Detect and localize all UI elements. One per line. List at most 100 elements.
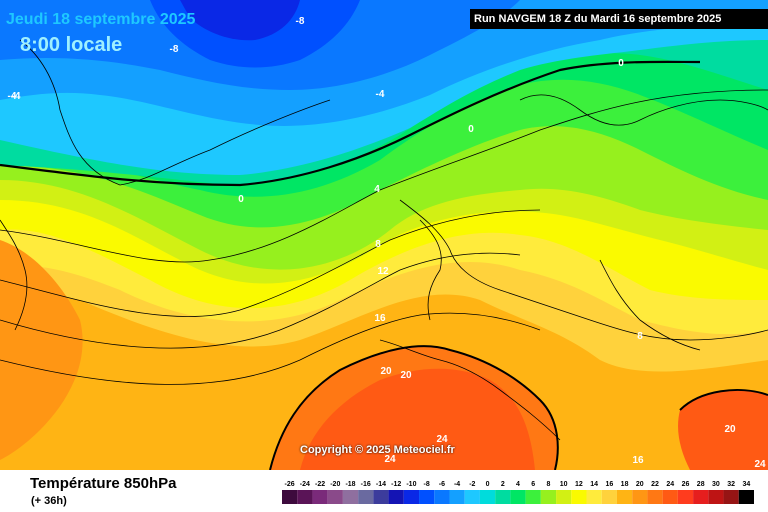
scale-swatch bbox=[282, 490, 298, 504]
band-m8 bbox=[180, 0, 300, 41]
scale-swatch bbox=[449, 490, 465, 504]
scale-swatch bbox=[373, 490, 389, 504]
scale-tick-label: 16 bbox=[605, 481, 613, 488]
color-scale: -26 -24 -22 -20 -18 -16 -14 -12 -10 -8 -6 -4 -2 0 2 4 6 8… bbox=[282, 481, 754, 504]
isotherm-label: -4 bbox=[12, 91, 21, 102]
isotherm-label: 20 bbox=[400, 370, 412, 381]
copyright-notice: Copyright © 2025 Meteociel.fr bbox=[300, 444, 455, 456]
isotherm-label: 8 bbox=[637, 331, 643, 342]
scale-tick-label: 22 bbox=[651, 481, 659, 488]
lead-time: (+ 36h) bbox=[31, 495, 67, 507]
scale-tick-label: 18 bbox=[621, 481, 629, 488]
scale-swatch bbox=[723, 490, 739, 504]
scale-swatch bbox=[571, 490, 587, 504]
scale-swatch bbox=[297, 490, 313, 504]
isotherm-0 bbox=[0, 60, 701, 187]
legend-footer: Température 850hPa (+ 36h) -26 -24 -22 -20-… bbox=[0, 470, 768, 512]
isotherm-label: -8 bbox=[170, 44, 179, 55]
scale-swatch bbox=[586, 490, 602, 504]
scale-tick-label: 28 bbox=[697, 481, 705, 488]
band-24-east bbox=[678, 390, 768, 470]
isotherm-label: -4 bbox=[8, 91, 17, 102]
scale-swatch bbox=[647, 490, 663, 504]
scale-tick-label: -8 bbox=[424, 481, 430, 488]
scale-tick-label: -12 bbox=[391, 481, 401, 488]
scale-tick-label: 26 bbox=[682, 481, 690, 488]
scale-tick-label: 34 bbox=[742, 481, 750, 488]
scale-swatch bbox=[510, 490, 526, 504]
isotherm-20-east bbox=[679, 389, 768, 411]
band-24 bbox=[300, 368, 535, 470]
scale-tick-label: 24 bbox=[666, 481, 674, 488]
scale-tick-label: -16 bbox=[361, 481, 371, 488]
scale-tick-label: 14 bbox=[590, 481, 598, 488]
scale-tick-label: -14 bbox=[376, 481, 386, 488]
scale-tick-label: 12 bbox=[575, 481, 583, 488]
scale-swatch bbox=[693, 490, 709, 504]
isotherm-label: -8 bbox=[296, 16, 305, 27]
scale-swatch bbox=[388, 490, 404, 504]
scale-swatch bbox=[540, 490, 557, 504]
scale-tick-label: -18 bbox=[345, 481, 355, 488]
forecast-time: 8:00 locale bbox=[20, 34, 123, 56]
scale-swatch bbox=[312, 490, 328, 504]
scale-swatch bbox=[632, 490, 648, 504]
isotherm-label: 12 bbox=[377, 266, 389, 277]
isotherm-20 bbox=[269, 345, 559, 470]
scale-swatch bbox=[342, 490, 359, 504]
scale-swatch bbox=[601, 490, 617, 504]
coastlines bbox=[0, 39, 768, 441]
isotherms bbox=[0, 60, 768, 470]
scale-swatch bbox=[419, 490, 435, 504]
scale-tick-label: -26 bbox=[285, 481, 295, 488]
scale-tick-label: 32 bbox=[727, 481, 735, 488]
scale-tick-label: 20 bbox=[636, 481, 644, 488]
scale-tick-label: -6 bbox=[439, 481, 445, 488]
scale-tick-label: 4 bbox=[516, 481, 520, 488]
scale-swatch bbox=[616, 490, 633, 504]
isotherm-16 bbox=[0, 312, 541, 385]
scale-swatch bbox=[556, 490, 572, 504]
isotherm-label: 24 bbox=[754, 459, 766, 470]
scale-swatch bbox=[677, 490, 694, 504]
isotherm-label: 0 bbox=[468, 124, 474, 135]
scale-swatch bbox=[738, 490, 754, 504]
scale-swatch bbox=[464, 490, 480, 504]
scale-tick-label: 6 bbox=[531, 481, 535, 488]
scale-tick-label: -20 bbox=[330, 481, 340, 488]
scale-swatch bbox=[662, 490, 678, 504]
isotherm-label: 4 bbox=[374, 184, 380, 195]
scale-tick-label: 10 bbox=[560, 481, 568, 488]
scale-tick-label: 8 bbox=[546, 481, 550, 488]
forecast-date: Jeudi 18 septembre 2025 bbox=[6, 11, 196, 28]
isotherm-label: 0 bbox=[618, 58, 624, 69]
scale-tick-label: 0 bbox=[486, 481, 490, 488]
scale-swatch bbox=[403, 490, 420, 504]
isotherm-label: -4 bbox=[376, 89, 385, 100]
scale-tick-label: -22 bbox=[315, 481, 325, 488]
isotherm-label: 24 bbox=[436, 434, 448, 445]
scale-swatch bbox=[434, 490, 450, 504]
isotherm-12 bbox=[0, 252, 521, 349]
isotherm-8 bbox=[0, 209, 541, 317]
scale-swatch bbox=[708, 490, 724, 504]
scale-tick-label: 30 bbox=[712, 481, 720, 488]
isotherm-label: 8 bbox=[375, 239, 381, 250]
variable-title: Température 850hPa bbox=[30, 475, 177, 492]
scale-tick-label: 2 bbox=[501, 481, 505, 488]
band-20-west bbox=[0, 240, 83, 460]
isotherm-label: 20 bbox=[724, 424, 736, 435]
isotherm-4 bbox=[0, 89, 768, 263]
scale-tick-label: -24 bbox=[300, 481, 310, 488]
isotherm-label: 16 bbox=[632, 455, 644, 466]
model-run-info: Run NAVGEM 18 Z du Mardi 16 septembre 20… bbox=[470, 9, 768, 29]
scale-tick-label: -10 bbox=[406, 481, 416, 488]
scale-tick-label: -4 bbox=[454, 481, 460, 488]
scale-swatch bbox=[525, 490, 541, 504]
isotherm-label: 20 bbox=[380, 366, 392, 377]
scale-swatch bbox=[479, 490, 496, 504]
isotherm-label: 0 bbox=[238, 194, 244, 205]
